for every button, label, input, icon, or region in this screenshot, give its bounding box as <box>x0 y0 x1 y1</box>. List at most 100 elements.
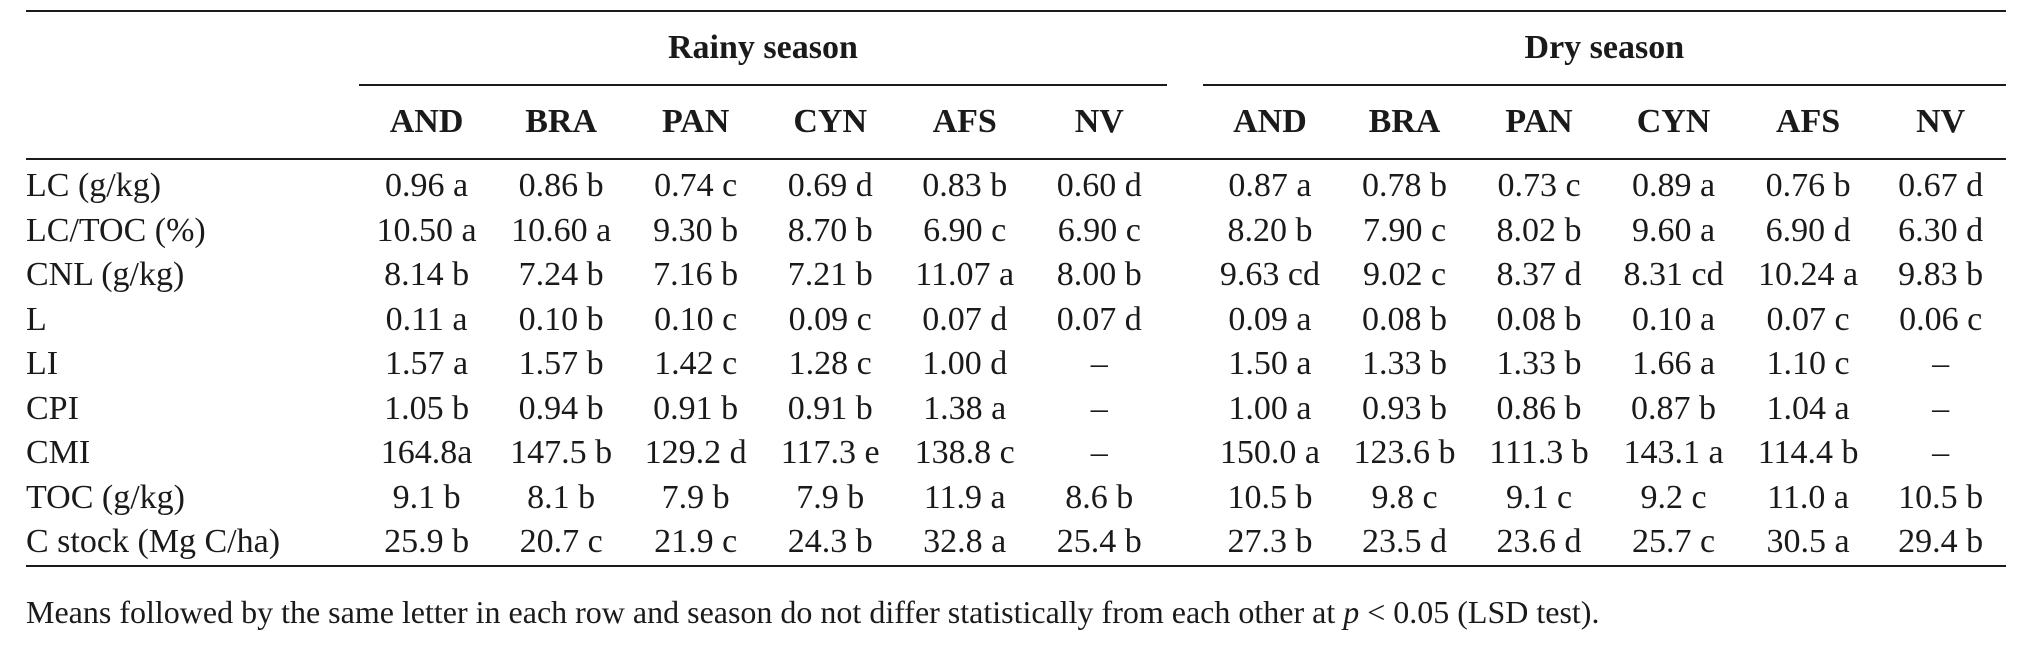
table-cell-rainy: 1.38 a <box>923 389 1007 427</box>
table-cell-dry: 1.04 a <box>1766 389 1850 427</box>
table-cell-dry: 0.86 b <box>1496 389 1582 427</box>
table-cell-dry: 0.73 c <box>1497 167 1581 205</box>
table-cell-dry: 150.0 a <box>1219 434 1320 472</box>
table-cell-dry: 6.90 d <box>1765 211 1851 249</box>
table-cell-rainy: 8.6 b <box>1065 478 1134 516</box>
table-cell-dry: 0.76 b <box>1765 167 1851 205</box>
table-cell-rainy: 7.16 b <box>653 256 739 294</box>
table-cell-rainy: 0.07 d <box>922 300 1008 338</box>
table-cell-dry: 9.63 cd <box>1219 256 1320 294</box>
table-cell-rainy: 1.05 b <box>384 389 470 427</box>
table-cell-dry: 0.10 a <box>1632 300 1716 338</box>
col-header-rainy-cyn: CYN <box>762 86 898 160</box>
table-cell-dry: 0.07 c <box>1766 300 1850 338</box>
table-cell-rainy: 7.24 b <box>518 256 604 294</box>
table-cell-rainy: 8.70 b <box>787 211 873 249</box>
table-cell-dry: 23.5 d <box>1337 520 1472 567</box>
table-cell-rainy: 21.9 c <box>628 520 763 567</box>
row-label: TOC (g/kg) <box>26 478 185 516</box>
table-cell-dry: – <box>1932 389 1950 427</box>
table-row: CNL (g/kg) 8.14 b 7.24 b 7.16 b 7.21 b 11.07 … <box>26 253 2006 298</box>
table-cell-dry: 114.4 b <box>1757 434 1859 472</box>
group-header-rainy: Rainy season <box>359 12 1167 86</box>
col-header-rainy-pan: PAN <box>628 86 763 160</box>
table-cell-dry: 0.09 a <box>1228 300 1312 338</box>
table-cell-rainy: 0.91 b <box>787 389 873 427</box>
table-cell-dry: 1.33 b <box>1361 345 1447 383</box>
table-cell-rainy: 0.94 b <box>518 389 604 427</box>
table-cell-rainy: 0.86 b <box>518 167 604 205</box>
table-row: CMI 164.8a 147.5 b 129.2 d 117.3 e 138.8 c – 15… <box>26 431 2006 476</box>
table-cell-dry: 0.89 a <box>1632 167 1716 205</box>
table-cell-rainy: 0.83 b <box>922 167 1008 205</box>
table-cell-rainy: 147.5 b <box>510 434 613 472</box>
table-cell-rainy: 9.30 b <box>653 211 739 249</box>
table-cell-dry: 123.6 b <box>1353 434 1456 472</box>
col-header-rainy-nv: NV <box>1031 86 1167 160</box>
col-header-rainy-afs: AFS <box>897 86 1032 160</box>
table-cell-rainy: 0.60 d <box>1056 167 1142 205</box>
table-cell-dry: 0.67 d <box>1898 167 1984 205</box>
col-header-dry-and: AND <box>1202 86 1338 160</box>
data-table-container: Rainy season Dry season AND BRA PAN CYN … <box>26 10 2006 567</box>
table-cell-rainy: 0.07 d <box>1056 300 1142 338</box>
table-cell-dry: 8.02 b <box>1496 211 1582 249</box>
table-cell-rainy: 25.4 b <box>1031 520 1167 567</box>
table-cell-dry: 1.33 b <box>1496 345 1582 383</box>
group-header-row: Rainy season Dry season <box>26 10 2006 86</box>
table-cell-rainy: 8.1 b <box>527 478 596 516</box>
row-label: CMI <box>26 434 91 472</box>
table-row: L 0.11 a 0.10 b 0.10 c 0.09 c 0.07 d 0.07 d 0.0… <box>26 298 2006 343</box>
table-cell-dry: 6.30 d <box>1898 211 1984 249</box>
table-cell-rainy: 32.8 a <box>897 520 1032 567</box>
row-label: LC/TOC (%) <box>26 211 206 249</box>
table-row: TOC (g/kg) 9.1 b 8.1 b 7.9 b 7.9 b 11.9 a 8.6 … <box>26 476 2006 521</box>
table-cell-rainy: 11.9 a <box>923 478 1006 516</box>
table-cell-dry: 0.78 b <box>1361 167 1447 205</box>
table-cell-dry: 9.1 c <box>1505 478 1573 516</box>
table-cell-rainy: 1.28 c <box>788 345 872 383</box>
col-header-dry-afs: AFS <box>1740 86 1876 160</box>
column-header-row: AND BRA PAN CYN AFS NV AND BRA PAN CYN A… <box>26 86 2006 160</box>
table-cell-dry: 11.0 a <box>1767 478 1849 516</box>
table-cell-dry: 7.90 c <box>1362 211 1447 249</box>
table-cell-rainy: 138.8 c <box>914 434 1015 472</box>
table-cell-rainy: 129.2 d <box>644 434 747 472</box>
stub-header <box>26 10 360 86</box>
table-cell-dry: 29.4 b <box>1875 520 2006 567</box>
table-cell-dry: 9.83 b <box>1898 256 1984 294</box>
table-cell-dry: 0.93 b <box>1361 389 1447 427</box>
col-header-dry-bra: BRA <box>1337 86 1472 160</box>
row-label: L <box>26 300 47 338</box>
table-cell-dry: 27.3 b <box>1202 520 1338 567</box>
table-footnote: Means followed by the same letter in eac… <box>26 596 1599 628</box>
table-cell-rainy: 164.8a <box>380 434 473 472</box>
table-cell-dry: 143.1 a <box>1623 434 1724 472</box>
col-header-dry-nv: NV <box>1875 86 2006 160</box>
table-cell-rainy: 0.69 d <box>787 167 873 205</box>
footnote-text-after: < 0.05 (LSD test). <box>1359 594 1600 630</box>
table-row: LI 1.57 a 1.57 b 1.42 c 1.28 c 1.00 d – 1.50 a 1… <box>26 342 2006 387</box>
table-cell-dry: 1.10 c <box>1766 345 1850 383</box>
table-cell-rainy: 8.00 b <box>1056 256 1142 294</box>
table-cell-rainy: 6.90 c <box>1057 211 1141 249</box>
table-cell-rainy: 1.57 a <box>385 345 469 383</box>
footnote-italic: p <box>1343 594 1360 630</box>
table-cell-dry: 111.3 b <box>1489 434 1589 472</box>
table-cell-dry: 9.02 c <box>1362 256 1447 294</box>
col-header-rainy-and: AND <box>359 86 494 160</box>
col-header-dry-cyn: CYN <box>1606 86 1741 160</box>
results-table: Rainy season Dry season AND BRA PAN CYN … <box>26 10 2006 567</box>
table-cell-rainy: – <box>1090 434 1108 472</box>
table-cell-rainy: 10.50 a <box>376 211 477 249</box>
table-cell-rainy: 117.3 e <box>780 434 880 472</box>
table-cell-rainy: – <box>1090 389 1108 427</box>
table-cell-rainy: 7.9 b <box>796 478 865 516</box>
table-cell-dry: 10.24 a <box>1758 256 1859 294</box>
table-cell-rainy: 6.90 c <box>923 211 1007 249</box>
table-cell-rainy: – <box>1090 345 1108 383</box>
table-cell-dry: 8.20 b <box>1227 211 1313 249</box>
table-cell-dry: 25.7 c <box>1606 520 1741 567</box>
table-cell-rainy: 0.09 c <box>788 300 872 338</box>
table-cell-rainy: 0.10 c <box>654 300 738 338</box>
